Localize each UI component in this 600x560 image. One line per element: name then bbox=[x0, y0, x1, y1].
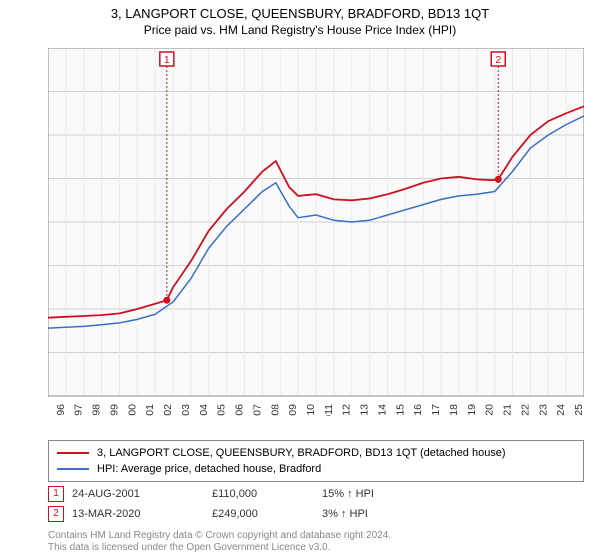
svg-text:2024: 2024 bbox=[555, 404, 567, 416]
svg-text:2023: 2023 bbox=[537, 404, 549, 416]
sale-row: 2 13-MAR-2020 £249,000 3% ↑ HPI bbox=[40, 504, 588, 524]
legend-label: 3, LANGPORT CLOSE, QUEENSBURY, BRADFORD,… bbox=[97, 445, 506, 461]
svg-text:2021: 2021 bbox=[502, 404, 514, 416]
footnote: Contains HM Land Registry data © Crown c… bbox=[48, 530, 584, 554]
sale-marker-1: 1 bbox=[48, 486, 64, 502]
sale-row: 1 24-AUG-2001 £110,000 15% ↑ HPI bbox=[40, 484, 588, 504]
svg-text:1: 1 bbox=[164, 54, 170, 66]
svg-text:2025: 2025 bbox=[573, 404, 584, 416]
svg-text:2: 2 bbox=[495, 54, 501, 66]
sale-marker-2: 2 bbox=[48, 506, 64, 522]
svg-text:2022: 2022 bbox=[519, 404, 531, 416]
svg-text:2011: 2011 bbox=[323, 404, 335, 416]
svg-text:2002: 2002 bbox=[162, 404, 174, 416]
svg-text:2012: 2012 bbox=[341, 404, 353, 416]
svg-text:2004: 2004 bbox=[198, 404, 210, 416]
svg-text:1995: 1995 bbox=[48, 404, 49, 416]
svg-text:2016: 2016 bbox=[412, 404, 424, 416]
svg-text:2009: 2009 bbox=[287, 404, 299, 416]
footnote-line: This data is licensed under the Open Gov… bbox=[48, 542, 330, 553]
svg-text:2017: 2017 bbox=[430, 404, 442, 416]
svg-text:2007: 2007 bbox=[251, 404, 263, 416]
legend-label: HPI: Average price, detached house, Brad… bbox=[97, 461, 321, 477]
svg-text:1996: 1996 bbox=[55, 404, 67, 416]
sales-list: 1 24-AUG-2001 £110,000 15% ↑ HPI 2 13-MA… bbox=[40, 484, 588, 524]
legend-swatch-hpi bbox=[57, 468, 89, 470]
legend: 3, LANGPORT CLOSE, QUEENSBURY, BRADFORD,… bbox=[48, 440, 584, 482]
footnote-line: Contains HM Land Registry data © Crown c… bbox=[48, 530, 391, 541]
legend-item-hpi: HPI: Average price, detached house, Brad… bbox=[57, 461, 575, 477]
sale-date: 13-MAR-2020 bbox=[72, 508, 212, 520]
sale-delta: 15% ↑ HPI bbox=[322, 488, 432, 500]
svg-text:1997: 1997 bbox=[73, 404, 85, 416]
svg-text:1999: 1999 bbox=[108, 404, 120, 416]
svg-text:2018: 2018 bbox=[448, 404, 460, 416]
legend-item-property: 3, LANGPORT CLOSE, QUEENSBURY, BRADFORD,… bbox=[57, 445, 575, 461]
svg-text:2005: 2005 bbox=[216, 404, 228, 416]
sale-price: £110,000 bbox=[212, 488, 322, 500]
svg-text:2008: 2008 bbox=[269, 404, 281, 416]
legend-swatch-property bbox=[57, 452, 89, 454]
svg-text:2020: 2020 bbox=[484, 404, 496, 416]
chart-title: 3, LANGPORT CLOSE, QUEENSBURY, BRADFORD,… bbox=[0, 6, 600, 21]
sale-date: 24-AUG-2001 bbox=[72, 488, 212, 500]
svg-text:2014: 2014 bbox=[376, 404, 388, 416]
svg-text:2006: 2006 bbox=[234, 404, 246, 416]
sale-price: £249,000 bbox=[212, 508, 322, 520]
svg-text:1998: 1998 bbox=[91, 404, 103, 416]
svg-text:2019: 2019 bbox=[466, 404, 478, 416]
svg-text:2003: 2003 bbox=[180, 404, 192, 416]
svg-text:2000: 2000 bbox=[126, 404, 138, 416]
svg-text:2001: 2001 bbox=[144, 404, 156, 416]
chart-subtitle: Price paid vs. HM Land Registry's House … bbox=[0, 23, 600, 37]
svg-text:2010: 2010 bbox=[305, 404, 317, 416]
price-chart: £0£50K£100K£150K£200K£250K£300K£350K£400… bbox=[48, 48, 584, 416]
svg-text:2015: 2015 bbox=[394, 404, 406, 416]
sale-delta: 3% ↑ HPI bbox=[322, 508, 432, 520]
svg-text:2013: 2013 bbox=[359, 404, 371, 416]
